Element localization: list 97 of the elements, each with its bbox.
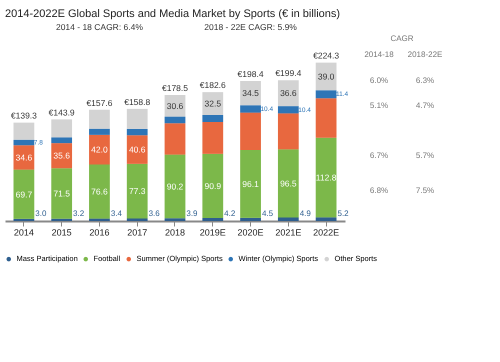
bar bbox=[51, 137, 72, 144]
data-label: 34.5 bbox=[242, 88, 260, 98]
bar bbox=[316, 98, 336, 138]
data-label: 34.6 bbox=[16, 152, 32, 162]
data-label: 76.6 bbox=[91, 186, 108, 197]
text: 7.5% bbox=[416, 186, 434, 195]
text: 6.8% bbox=[370, 186, 388, 195]
text: CAGR bbox=[390, 34, 414, 43]
data-label: 90.9 bbox=[204, 180, 222, 191]
total-label: €157.6 bbox=[86, 98, 113, 108]
data-label: 77.3 bbox=[128, 186, 146, 196]
data-label: 40.6 bbox=[128, 144, 146, 155]
bar bbox=[240, 218, 261, 221]
chart-title: 2014-2022E Global Sports and Media Market by Sports (€ in billions) bbox=[5, 8, 340, 20]
bar bbox=[126, 108, 148, 129]
bar bbox=[51, 168, 72, 219]
total-label: €182.6 bbox=[200, 80, 226, 90]
data-label: 36.6 bbox=[280, 88, 297, 98]
bar bbox=[126, 135, 148, 164]
data-label: 35.6 bbox=[53, 150, 70, 161]
data-label: 4.2 bbox=[224, 209, 236, 218]
x-tick-label: 2021E bbox=[275, 228, 302, 238]
x-tick-label: 2016 bbox=[89, 228, 110, 238]
x-tick-label: 2019E bbox=[200, 228, 226, 238]
data-label: 5.2 bbox=[338, 209, 350, 218]
bar bbox=[202, 218, 224, 221]
bar bbox=[240, 105, 261, 113]
bar bbox=[164, 218, 186, 221]
total-label: €158.8 bbox=[124, 96, 150, 107]
data-label: 3.2 bbox=[73, 209, 85, 218]
bar bbox=[164, 154, 186, 218]
bar bbox=[202, 115, 224, 122]
text: 2018 - 22E CAGR: 5.9% bbox=[204, 22, 298, 32]
data-label: 71.5 bbox=[53, 188, 70, 199]
text: 2014 - 18 CAGR: 6.4% bbox=[56, 22, 144, 32]
x-tick-label: 2020E bbox=[238, 228, 264, 238]
bar bbox=[278, 106, 299, 114]
data-label: 4.5 bbox=[262, 209, 274, 218]
bar bbox=[202, 154, 224, 218]
total-label: €143.9 bbox=[48, 107, 75, 118]
text: 6.3% bbox=[416, 76, 434, 85]
total-label: €199.4 bbox=[275, 68, 302, 78]
bar bbox=[240, 80, 261, 106]
bar bbox=[316, 62, 336, 90]
bar bbox=[278, 149, 299, 218]
bar bbox=[316, 217, 336, 221]
text: 6.7% bbox=[370, 151, 388, 160]
bar bbox=[89, 134, 110, 165]
total-label: €178.5 bbox=[162, 82, 188, 93]
bar bbox=[14, 122, 34, 140]
total-label: €139.3 bbox=[10, 110, 38, 121]
data-label: 96.5 bbox=[280, 178, 297, 188]
data-label: 30.6 bbox=[166, 100, 184, 111]
bar bbox=[89, 128, 110, 135]
data-label: 3.9 bbox=[186, 209, 198, 218]
bar bbox=[51, 143, 72, 168]
bar bbox=[316, 138, 336, 218]
bar bbox=[240, 150, 261, 218]
text: 5.1% bbox=[370, 101, 388, 110]
text: 5.7% bbox=[416, 151, 434, 160]
data-label: 42.0 bbox=[91, 144, 108, 155]
x-tick-label: 2015 bbox=[52, 228, 72, 238]
bar bbox=[202, 122, 224, 154]
total-label: €224.3 bbox=[313, 50, 340, 61]
data-label: 96.1 bbox=[242, 178, 260, 189]
data-label: 3.0 bbox=[35, 209, 47, 218]
bar bbox=[126, 164, 148, 218]
bar bbox=[89, 110, 110, 129]
bar bbox=[14, 140, 34, 146]
bar bbox=[89, 164, 110, 219]
text: 2018-22E bbox=[408, 50, 442, 59]
x-tick-label: 2014 bbox=[14, 228, 34, 238]
data-label: 69.7 bbox=[16, 189, 32, 200]
bar bbox=[164, 123, 186, 155]
bar bbox=[278, 113, 299, 150]
bar bbox=[278, 218, 299, 221]
bar bbox=[240, 112, 261, 150]
data-label: 39.0 bbox=[318, 71, 335, 82]
text: 4.7% bbox=[416, 101, 434, 110]
data-label: 32.5 bbox=[204, 98, 222, 109]
bar bbox=[316, 90, 336, 98]
x-tick-label: 2017 bbox=[127, 228, 148, 238]
bar bbox=[164, 116, 186, 124]
x-tick-label: 2018 bbox=[164, 228, 186, 238]
text: 6.0% bbox=[370, 76, 388, 85]
total-label: €198.4 bbox=[238, 68, 264, 79]
data-label: 4.9 bbox=[300, 209, 312, 218]
bar bbox=[126, 128, 148, 136]
data-label: 112.8 bbox=[316, 172, 337, 183]
bar bbox=[14, 170, 34, 219]
data-label: 3.6 bbox=[148, 209, 160, 218]
bar bbox=[126, 218, 148, 221]
text: 2014-18 bbox=[364, 50, 394, 59]
data-label: 90.2 bbox=[166, 181, 184, 192]
x-tick-label: 2022E bbox=[313, 228, 340, 238]
bar bbox=[51, 119, 72, 138]
data-label: 3.4 bbox=[110, 209, 123, 218]
